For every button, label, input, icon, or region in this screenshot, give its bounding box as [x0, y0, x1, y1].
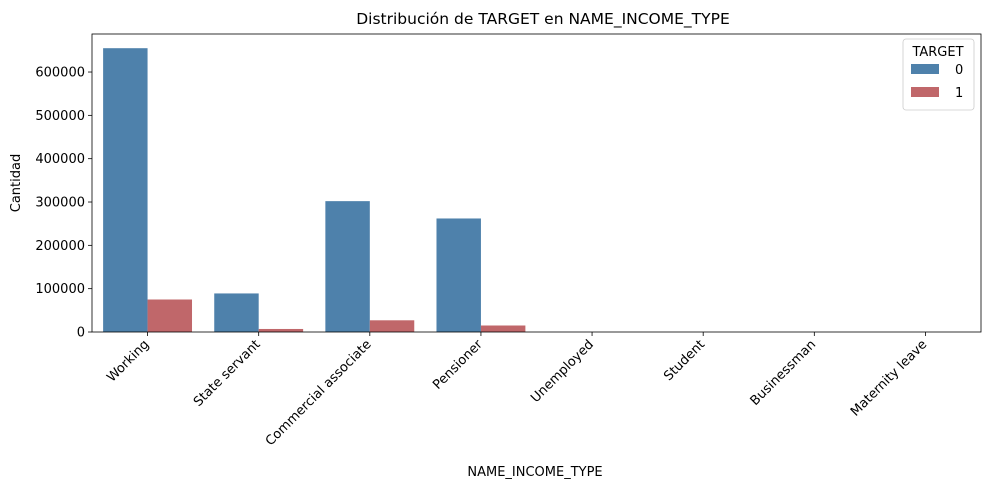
y-tick-label: 500000	[35, 109, 85, 124]
x-axis-ticks: Working State servant Commercial associate…	[104, 332, 930, 449]
legend-swatch-0	[911, 64, 939, 74]
x-tick-label: Businessman	[748, 337, 820, 409]
bars	[103, 48, 970, 332]
y-tick-label: 600000	[35, 66, 85, 81]
legend-swatch-1	[911, 87, 939, 97]
x-tick-label: Working	[104, 337, 152, 385]
bar-working-target-1	[147, 299, 193, 332]
chart-title: Distribución de TARGET en NAME_INCOME_TY…	[356, 10, 730, 29]
y-tick-label: 200000	[35, 239, 85, 254]
bar-pensioner-target-0	[436, 218, 481, 332]
legend: TARGET 0 1	[902, 38, 975, 111]
x-tick-label: Student	[661, 337, 708, 384]
x-tick-label: Pensioner	[430, 337, 486, 393]
bar-working-target-0	[103, 48, 148, 332]
y-tick-label: 0	[77, 326, 85, 341]
x-tick-label: Unemployed	[528, 337, 597, 406]
x-axis-title: NAME_INCOME_TYPE	[467, 465, 602, 480]
y-axis-ticks: 0 100000 200000 300000 400000 500000 600000	[35, 66, 92, 341]
x-tick-label: State servant	[191, 337, 264, 410]
y-tick-label: 400000	[35, 152, 85, 167]
legend-title: TARGET	[911, 45, 963, 60]
legend-label-1: 1	[955, 86, 963, 101]
bar-state-servant-target-1	[258, 328, 304, 332]
y-axis-title: Cantidad	[9, 154, 24, 212]
y-tick-label: 100000	[35, 282, 85, 297]
x-tick-label: Maternity leave	[848, 337, 930, 419]
bar-commercial-associate-target-1	[369, 320, 415, 332]
bar-pensioner-target-1	[480, 325, 526, 332]
legend-label-0: 0	[955, 63, 963, 78]
bar-state-servant-target-0	[214, 293, 259, 332]
plot-frame	[91, 33, 982, 333]
x-tick-label: Commercial associate	[263, 337, 375, 449]
y-tick-label: 300000	[35, 196, 85, 211]
bar-commercial-associate-target-0	[325, 201, 370, 332]
